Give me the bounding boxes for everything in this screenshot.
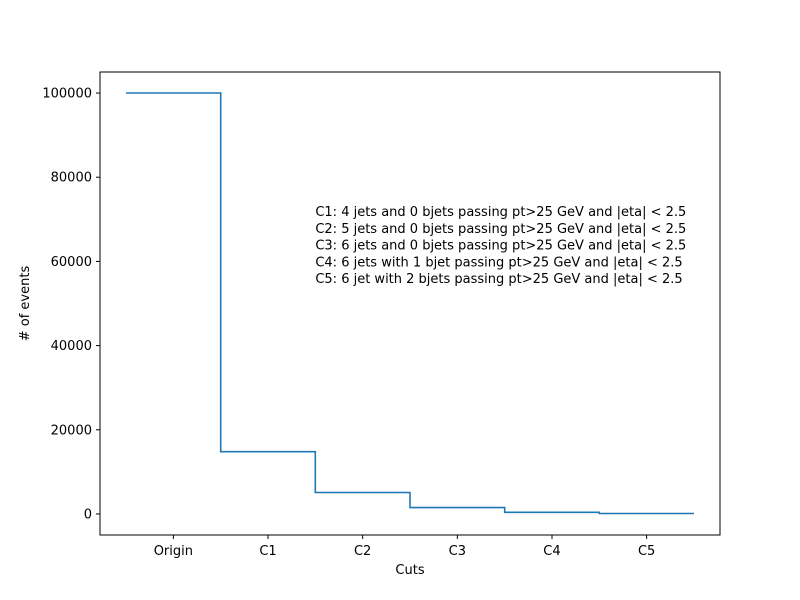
y-tick-label: 60000 (51, 255, 92, 270)
cut-definitions-annotation: C1: 4 jets and 0 bjets passing pt>25 GeV… (315, 205, 686, 287)
x-tick-label: C1 (259, 544, 276, 559)
annotation-line: C2: 5 jets and 0 bjets passing pt>25 GeV… (315, 222, 686, 237)
plot-marks (126, 92, 694, 515)
x-tick-label: C5 (638, 544, 655, 559)
annotation-line: C3: 6 jets and 0 bjets passing pt>25 GeV… (315, 239, 686, 254)
annotation-line: C4: 6 jets with 1 bjet passing pt>25 GeV… (315, 255, 682, 270)
x-tick-label: C3 (449, 544, 466, 559)
x-tick-label: Origin (154, 544, 193, 559)
annotation-line: C5: 6 jet with 2 bjets passing pt>25 GeV… (315, 272, 682, 287)
y-tick-label: 80000 (51, 171, 92, 186)
axes-frame (99, 71, 721, 536)
x-axis-label: Cuts (395, 563, 424, 578)
y-tick-label: 40000 (51, 339, 92, 354)
y-tick-label: 20000 (51, 423, 92, 438)
y-tick-label: 0 (84, 507, 92, 522)
annotation-line: C1: 4 jets and 0 bjets passing pt>25 GeV… (315, 205, 686, 220)
axis-ticks: Origin C1 C2 C3 C4 C5 0 20000 40000 60000 80000 100… (42, 87, 655, 559)
series-step-line (126, 92, 694, 515)
x-tick-label: C2 (354, 544, 371, 559)
x-tick-label: C4 (543, 544, 560, 559)
y-axis-label: # of events (18, 266, 33, 342)
y-tick-label: 100000 (42, 87, 92, 102)
